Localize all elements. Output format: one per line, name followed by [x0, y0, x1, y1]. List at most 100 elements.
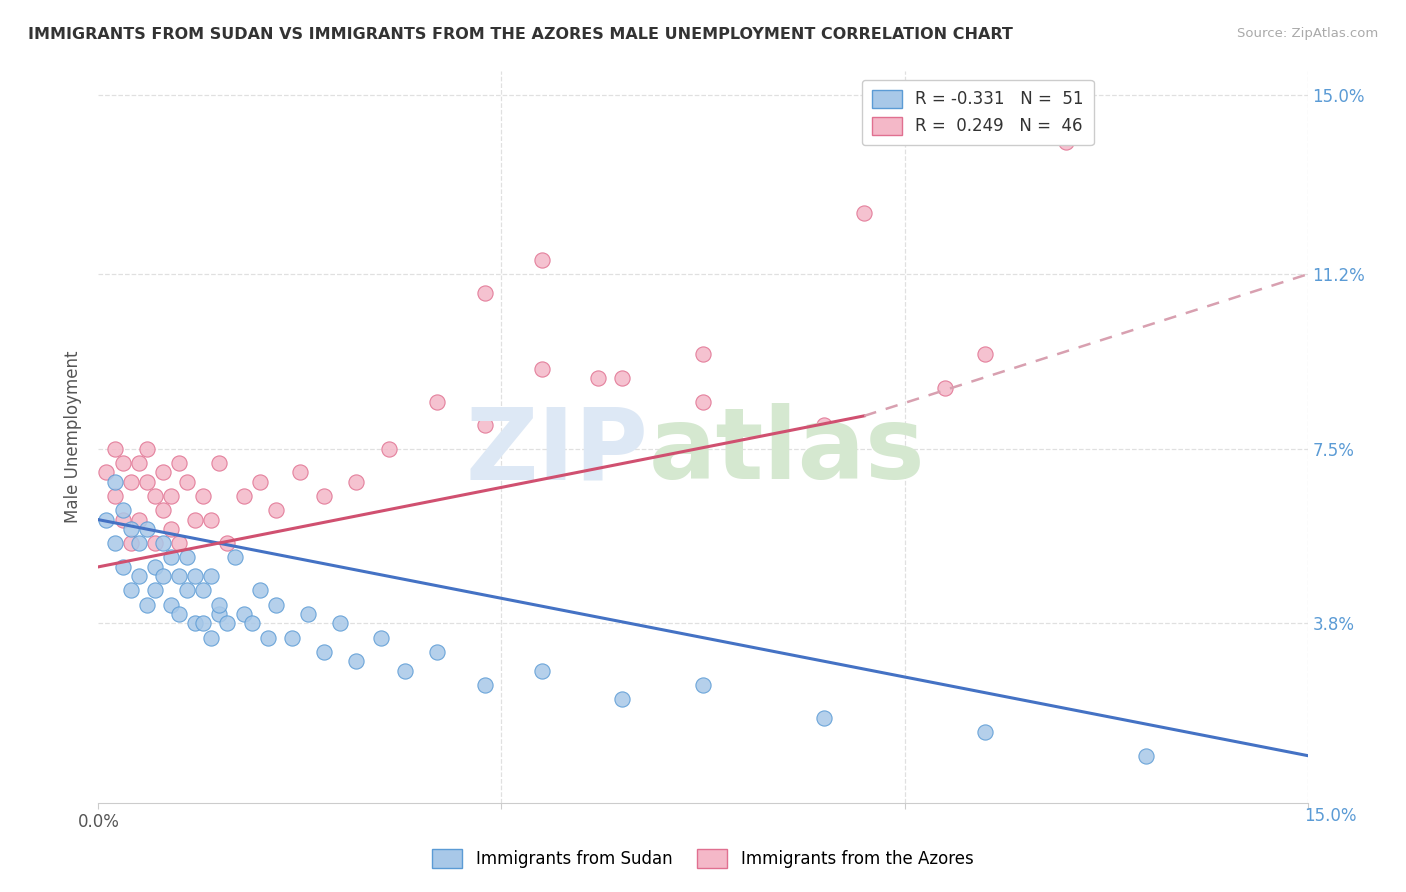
Point — [167, 607, 190, 621]
Point — [329, 616, 352, 631]
Point — [120, 583, 142, 598]
Point — [530, 664, 553, 678]
Point — [111, 559, 134, 574]
Point — [103, 442, 125, 456]
Point — [152, 503, 174, 517]
Point — [176, 475, 198, 489]
Point — [208, 598, 231, 612]
Legend: R = -0.331   N =  51, R =  0.249   N =  46: R = -0.331 N = 51, R = 0.249 N = 46 — [862, 79, 1094, 145]
Point — [160, 598, 183, 612]
Point — [160, 489, 183, 503]
Point — [344, 475, 367, 489]
Point — [143, 559, 166, 574]
Point — [692, 678, 714, 692]
Point — [530, 361, 553, 376]
Point — [813, 711, 835, 725]
Point — [314, 489, 336, 503]
Point — [249, 475, 271, 489]
Point — [692, 347, 714, 361]
Point — [377, 442, 399, 456]
Point — [934, 380, 956, 394]
Point — [103, 475, 125, 489]
Text: atlas: atlas — [648, 403, 925, 500]
Point — [612, 371, 634, 385]
Point — [96, 466, 118, 480]
Point — [167, 536, 190, 550]
Point — [692, 394, 714, 409]
Point — [200, 569, 222, 583]
Text: IMMIGRANTS FROM SUDAN VS IMMIGRANTS FROM THE AZORES MALE UNEMPLOYMENT CORRELATIO: IMMIGRANTS FROM SUDAN VS IMMIGRANTS FROM… — [28, 27, 1012, 42]
Point — [128, 536, 150, 550]
Point — [152, 536, 174, 550]
Point — [217, 616, 239, 631]
Point — [586, 371, 609, 385]
Point — [135, 522, 157, 536]
Point — [264, 503, 287, 517]
Point — [426, 645, 449, 659]
Point — [193, 583, 215, 598]
Point — [176, 583, 198, 598]
Point — [103, 489, 125, 503]
Point — [370, 631, 392, 645]
Point — [111, 503, 134, 517]
Point — [143, 536, 166, 550]
Point — [974, 725, 997, 739]
Point — [974, 347, 997, 361]
Point — [176, 550, 198, 565]
Point — [314, 645, 336, 659]
Point — [152, 569, 174, 583]
Point — [232, 489, 254, 503]
Point — [167, 569, 190, 583]
Point — [200, 631, 222, 645]
Point — [264, 598, 287, 612]
Point — [249, 583, 271, 598]
Point — [120, 522, 142, 536]
Point — [256, 631, 278, 645]
Text: ZIP: ZIP — [465, 403, 648, 500]
Point — [120, 536, 142, 550]
Point — [853, 206, 876, 220]
Point — [128, 513, 150, 527]
Point — [128, 456, 150, 470]
Point — [135, 475, 157, 489]
Point — [160, 550, 183, 565]
Point — [474, 286, 496, 301]
Point — [135, 442, 157, 456]
Point — [208, 607, 231, 621]
Point — [143, 489, 166, 503]
Point — [281, 631, 304, 645]
Y-axis label: Male Unemployment: Male Unemployment — [65, 351, 83, 524]
Point — [200, 513, 222, 527]
Point — [111, 456, 134, 470]
Point — [474, 418, 496, 433]
Point — [344, 654, 367, 668]
Point — [426, 394, 449, 409]
Point — [120, 475, 142, 489]
Point — [96, 513, 118, 527]
Text: Source: ZipAtlas.com: Source: ZipAtlas.com — [1237, 27, 1378, 40]
Point — [135, 598, 157, 612]
Point — [152, 466, 174, 480]
Point — [160, 522, 183, 536]
Point — [813, 418, 835, 433]
Point — [217, 536, 239, 550]
Point — [288, 466, 311, 480]
Legend: Immigrants from Sudan, Immigrants from the Azores: Immigrants from Sudan, Immigrants from t… — [426, 843, 980, 875]
Point — [1054, 135, 1077, 149]
Point — [193, 489, 215, 503]
Point — [240, 616, 263, 631]
Point — [184, 513, 207, 527]
Point — [167, 456, 190, 470]
Point — [103, 536, 125, 550]
Point — [184, 616, 207, 631]
Point — [474, 678, 496, 692]
Point — [193, 616, 215, 631]
Point — [530, 253, 553, 268]
Point — [208, 456, 231, 470]
Point — [184, 569, 207, 583]
Point — [1135, 748, 1157, 763]
Point — [143, 583, 166, 598]
Point — [612, 692, 634, 706]
Point — [394, 664, 416, 678]
Point — [128, 569, 150, 583]
